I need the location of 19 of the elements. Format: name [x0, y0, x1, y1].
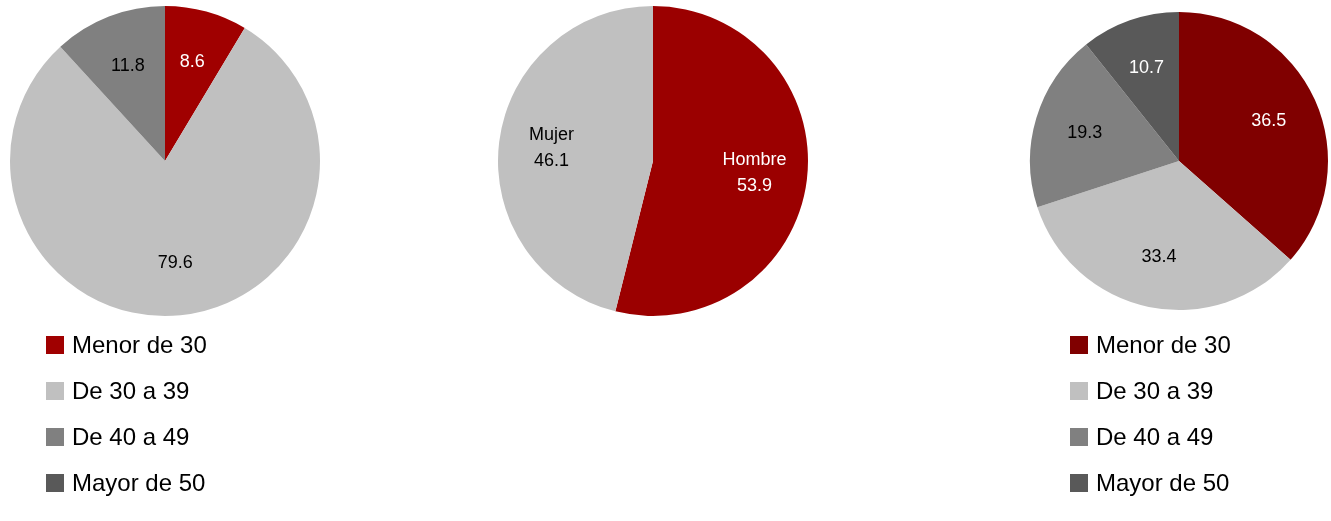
- data-label: 8.6: [179, 51, 205, 72]
- data-label: 36.5: [1251, 109, 1287, 130]
- legend-label: De 40 a 49: [72, 423, 190, 451]
- legend-label: Menor de 30: [1096, 331, 1231, 359]
- data-label: 19.3: [1067, 121, 1103, 142]
- slice-label: Hombre: [722, 149, 787, 170]
- legend-label: De 30 a 39: [72, 377, 190, 405]
- legend-label: Menor de 30: [72, 331, 207, 359]
- legend-label: De 40 a 49: [1096, 423, 1214, 451]
- data-label: 46.1: [533, 150, 569, 171]
- legend-label: De 30 a 39: [1096, 377, 1214, 405]
- slice-label: Mujer: [528, 124, 574, 145]
- data-label: 53.9: [737, 175, 773, 196]
- legend-label: Mayor de 50: [1096, 469, 1230, 497]
- data-label: 33.4: [1141, 246, 1177, 267]
- data-label: 11.8: [111, 54, 145, 75]
- data-label: 10.7: [1129, 57, 1165, 78]
- legend-label: Mayor de 50: [72, 469, 206, 497]
- data-label: 79.6: [157, 251, 193, 272]
